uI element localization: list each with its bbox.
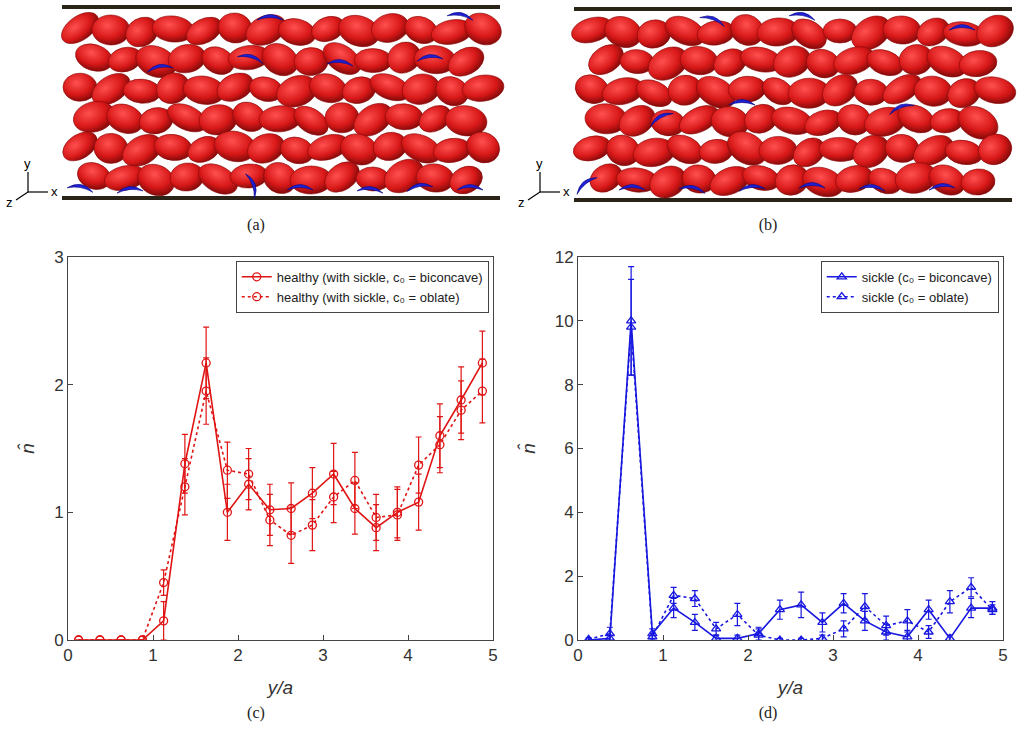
svg-text:1: 1 xyxy=(658,646,667,665)
svg-text:12: 12 xyxy=(555,248,574,267)
svg-text:sickle (c₀ = oblate): sickle (c₀ = oblate) xyxy=(862,290,969,305)
svg-text:x: x xyxy=(563,184,570,199)
svg-text:6: 6 xyxy=(564,439,573,458)
svg-text:0: 0 xyxy=(63,646,72,665)
svg-text:5: 5 xyxy=(488,646,497,665)
svg-text:4: 4 xyxy=(403,646,412,665)
svg-text:1: 1 xyxy=(54,503,63,522)
html-text:(b): (b) xyxy=(758,216,778,233)
svg-text:0: 0 xyxy=(573,646,582,665)
svg-text:1: 1 xyxy=(148,646,157,665)
svg-text:2: 2 xyxy=(743,646,752,665)
svg-text:z: z xyxy=(518,195,525,210)
svg-text:z: z xyxy=(6,195,13,210)
svg-text:10: 10 xyxy=(555,312,574,331)
svg-text:4: 4 xyxy=(564,503,573,522)
svg-text:0: 0 xyxy=(564,631,573,650)
svg-text:0: 0 xyxy=(54,631,63,650)
html-text:(d): (d) xyxy=(758,704,778,721)
svg-text:2: 2 xyxy=(54,376,63,395)
svg-text:y/a: y/a xyxy=(266,677,293,698)
svg-text:3: 3 xyxy=(318,646,327,665)
svg-text:2: 2 xyxy=(233,646,242,665)
svg-text:2: 2 xyxy=(564,567,573,586)
html-text:(a): (a) xyxy=(247,216,265,233)
svg-text:4: 4 xyxy=(913,646,922,665)
svg-text:healthy (with sickle, c₀ = obl: healthy (with sickle, c₀ = oblate) xyxy=(277,290,460,305)
svg-text:3: 3 xyxy=(828,646,837,665)
svg-text:n̂: n̂ xyxy=(17,443,38,454)
svg-text:8: 8 xyxy=(564,376,573,395)
svg-text:x: x xyxy=(51,184,58,199)
svg-text:n̂: n̂ xyxy=(517,443,538,454)
svg-text:healthy (with sickle, c₀ = bic: healthy (with sickle, c₀ = biconcave) xyxy=(277,270,483,285)
html-text:(c): (c) xyxy=(247,704,265,721)
svg-text:y: y xyxy=(24,156,31,171)
svg-text:5: 5 xyxy=(998,646,1007,665)
svg-text:sickle (c₀ = biconcave): sickle (c₀ = biconcave) xyxy=(862,270,992,285)
svg-text:y/a: y/a xyxy=(776,677,803,698)
svg-text:y: y xyxy=(536,156,543,171)
svg-text:3: 3 xyxy=(54,248,63,267)
